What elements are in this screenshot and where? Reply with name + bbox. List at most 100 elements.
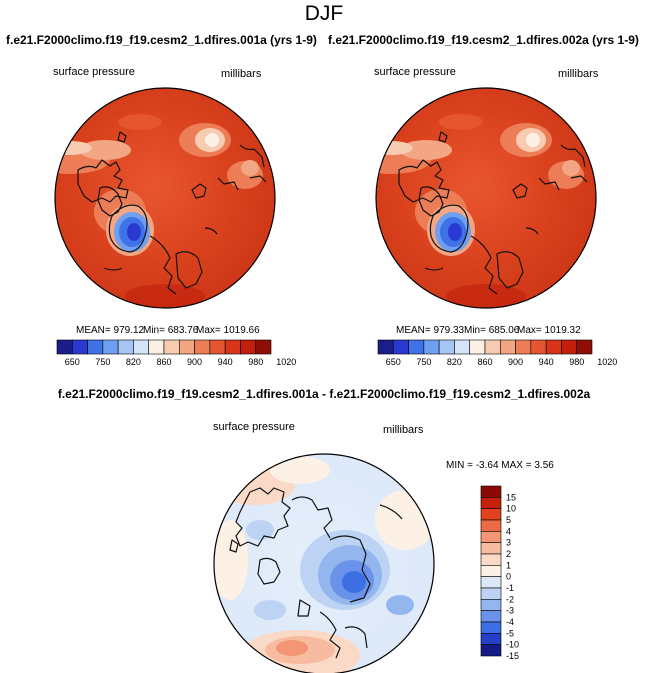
panel-2-colorbar-tick-label: 750: [416, 357, 431, 367]
panel-3-colorbar-tick-label: 15: [506, 492, 516, 502]
panel-3-colorbar-swatch: [480, 610, 502, 623]
panel-3-colorbar-tick-label: 3: [506, 538, 511, 548]
panel-2-colorbar-tick-label: 900: [508, 357, 523, 367]
panel-1-colorbar-tick-label: 820: [126, 357, 141, 367]
panel-3-colorbar-tick-label: 4: [506, 526, 511, 536]
panel-2-colorbar-tick-label: 650: [386, 357, 401, 367]
panel-1-min: Min= 683.76: [143, 325, 199, 336]
panel-1-colorbar-tick-label: 940: [218, 357, 233, 367]
panel-1-colorbar-swatch: [117, 339, 134, 355]
panel-3-colorbar-swatch: [480, 644, 502, 657]
panel-2-min: Min= 685.06: [464, 325, 520, 336]
panel-2-colorbar-swatch: [530, 339, 547, 355]
panel-1-variable: surface pressure: [53, 66, 135, 78]
panel-1-colorbar-swatch: [102, 339, 119, 355]
panel-3-min-max: MIN = -3.64 MAX = 3.56: [446, 460, 554, 471]
panel-3-colorbar-tick-label: -3: [506, 606, 514, 616]
panel-3-colorbar-swatch: [480, 531, 502, 543]
panel-1-colorbar-swatch: [224, 339, 241, 355]
panel-2-colorbar-swatch: [484, 339, 501, 355]
panel-2-title: f.e21.F2000climo.f19_f19.cesm2_1.dfires.…: [328, 33, 639, 47]
panel-1-colorbar-swatch: [209, 339, 226, 355]
panel-3-colorbar-swatch: [480, 587, 502, 600]
panel-2-variable: surface pressure: [374, 66, 456, 78]
panel-3-colorbar-swatch: [480, 576, 502, 589]
panel-3-colorbar-tick-label: -4: [506, 617, 514, 627]
panel-3-colorbar-swatch: [480, 542, 502, 555]
panel-1-colorbar-swatch: [87, 339, 104, 355]
panel-3-colorbar-tick-label: -5: [506, 628, 514, 638]
panel-1-max: Max= 1019.66: [196, 325, 260, 336]
panel-2-colorbar-swatch: [423, 339, 440, 355]
panel-2-colorbar-swatch: [454, 339, 471, 355]
panel-3-units: millibars: [383, 424, 424, 436]
panel-3-colorbar-swatch: [480, 565, 502, 577]
panel-3-colorbar-swatch: [480, 508, 502, 521]
panel-3-colorbar-tick-label: 5: [506, 515, 511, 525]
panel-2-colorbar-tick-label: 860: [477, 357, 492, 367]
panel-2-colorbar-swatch: [576, 339, 593, 355]
panel-2-colorbar-tick-label: 940: [539, 357, 554, 367]
panel-2-colorbar-swatch: [408, 339, 425, 355]
panel-1-colorbar-tick-label: 1020: [276, 357, 296, 367]
panel-1-colorbar-tick-label: 750: [95, 357, 110, 367]
panel-3-colorbar-swatch: [480, 599, 502, 611]
panel-1-map-border: [54, 87, 276, 309]
panel-1-colorbar-tick-label: 650: [65, 357, 80, 367]
panel-1-colorbar: 650 750 820 860 900 940 980 1020: [56, 339, 296, 367]
panel-2-colorbar-tick-label: 980: [569, 357, 584, 367]
panel-3-map-border: [213, 453, 435, 673]
panel-2-units: millibars: [558, 68, 599, 80]
panel-3-colorbar-tick-label: 10: [506, 504, 516, 514]
panel-2-colorbar-swatch: [469, 339, 486, 355]
panel-1-map: [54, 87, 276, 309]
panel-1-colorbar-swatch: [56, 339, 73, 355]
panel-1-units: millibars: [221, 68, 262, 80]
panel-2-colorbar-tick-label: 1020: [597, 357, 617, 367]
panel-1-colorbar-tick-label: 900: [187, 357, 202, 367]
panel-3-colorbar-tick-label: -2: [506, 594, 514, 604]
panel-2-colorbar-swatch: [545, 339, 562, 355]
panel-2-colorbar-swatch: [561, 339, 578, 355]
panel-3-colorbar-tick-label: -15: [506, 651, 519, 661]
panel-2-colorbar-swatch: [499, 339, 516, 355]
panel-2-mean: MEAN= 979.33: [396, 325, 465, 336]
panel-3-colorbar-swatch: [480, 621, 502, 634]
panel-2-map-border: [375, 87, 597, 309]
panel-1-colorbar-tick-label: 860: [156, 357, 171, 367]
panel-2-colorbar-tick-label: 820: [447, 357, 462, 367]
panel-3-colorbar-swatch: [480, 485, 502, 498]
panel-3-colorbar-swatch: [480, 519, 502, 532]
panel-1-title: f.e21.F2000climo.f19_f19.cesm2_1.dfires.…: [6, 33, 317, 47]
panel-1-colorbar-swatch: [178, 339, 195, 355]
panel-1-colorbar-swatch: [148, 339, 165, 355]
panel-3-variable: surface pressure: [213, 421, 295, 433]
panel-2-colorbar: 650 750 820 860 900 940 980 1020: [377, 339, 617, 367]
panel-3-colorbar-swatch: [480, 633, 502, 645]
panel-1-colorbar-swatch: [240, 339, 257, 355]
panel-1-colorbar-swatch: [255, 339, 272, 355]
panel-1-colorbar-swatch: [194, 339, 211, 355]
panel-3-map: [213, 453, 435, 673]
panel-3-colorbar-swatch: [480, 553, 502, 566]
panel-2-colorbar-swatch: [438, 339, 455, 355]
panel-3-colorbar-tick-label: 1: [506, 560, 511, 570]
panel-3-colorbar-tick-label: -10: [506, 640, 519, 650]
panel-1-colorbar-swatch: [133, 339, 150, 355]
panel-3-colorbar-tick-label: -1: [506, 583, 514, 593]
panel-3-colorbar-swatch: [480, 497, 502, 509]
panel-2-colorbar-swatch: [392, 339, 409, 355]
panel-2-colorbar-swatch: [377, 339, 394, 355]
panel-2-max: Max= 1019.32: [517, 325, 581, 336]
panel-1-mean: MEAN= 979.12: [76, 325, 145, 336]
panel-1-colorbar-swatch: [163, 339, 180, 355]
panel-3-colorbar-tick-label: 2: [506, 549, 511, 559]
panel-1-colorbar-swatch: [71, 339, 88, 355]
panel-2-map: [375, 87, 597, 309]
figure-title: DJF: [304, 2, 344, 25]
panel-3-title: f.e21.F2000climo.f19_f19.cesm2_1.dfires.…: [57, 387, 591, 401]
panel-1-colorbar-tick-label: 980: [248, 357, 263, 367]
panel-3-colorbar-tick-label: 0: [506, 572, 511, 582]
